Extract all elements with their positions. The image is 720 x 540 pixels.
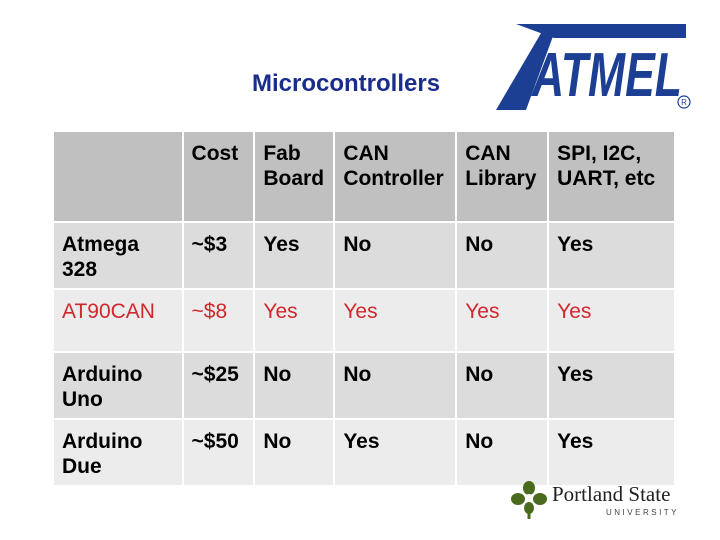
header-row: Cost Fab Board CAN Controller CAN Librar… — [52, 130, 676, 223]
table-cell: Yes — [547, 288, 676, 353]
table-cell: ~$3 — [181, 221, 256, 290]
comparison-table: Cost Fab Board CAN Controller CAN Librar… — [52, 130, 676, 487]
psu-leaf-icon — [511, 481, 547, 519]
header-cell — [52, 130, 184, 223]
table-row: Atmega 328 ~$3 Yes No No Yes — [52, 221, 676, 290]
psu-name: Portland State — [552, 482, 671, 506]
table-cell: Yes — [547, 418, 676, 487]
table-cell: ~$50 — [181, 418, 256, 487]
table-cell: Yes — [547, 351, 676, 420]
header-cell: Cost — [181, 130, 256, 223]
atmel-logo: ATMEL R — [496, 24, 691, 110]
table-cell: AT90CAN — [52, 288, 184, 353]
table-row: Arduino Uno ~$25 No No No Yes — [52, 351, 676, 420]
table-row: Arduino Due ~$50 No Yes No Yes — [52, 418, 676, 487]
table-cell: Atmega 328 — [52, 221, 184, 290]
table-cell: No — [333, 221, 458, 290]
table-cell: No — [333, 351, 458, 420]
table-cell: Yes — [333, 288, 458, 353]
table-cell: Yes — [455, 288, 550, 353]
header-cell: CAN Library — [455, 130, 550, 223]
table-row-highlighted: AT90CAN ~$8 Yes Yes Yes Yes — [52, 288, 676, 353]
table-cell: Yes — [547, 221, 676, 290]
table-cell: Arduino Due — [52, 418, 184, 487]
table-cell: No — [455, 221, 550, 290]
table-cell: No — [455, 351, 550, 420]
table-cell: ~$8 — [181, 288, 256, 353]
table-cell: No — [253, 351, 336, 420]
table-cell: Yes — [253, 221, 336, 290]
header-cell: SPI, I2C, UART, etc — [547, 130, 676, 223]
psu-subtitle: UNIVERSITY — [606, 508, 680, 517]
table-cell: No — [253, 418, 336, 487]
table-cell: No — [455, 418, 550, 487]
table-cell: Yes — [253, 288, 336, 353]
page-title: Microcontrollers — [252, 70, 441, 97]
header-cell: Fab Board — [253, 130, 336, 223]
logo-text: ATMEL — [531, 41, 682, 110]
table-cell: Yes — [333, 418, 458, 487]
table-cell: Arduino Uno — [52, 351, 184, 420]
svg-text:R: R — [681, 98, 687, 107]
header-cell: CAN Controller — [333, 130, 458, 223]
table-cell: ~$25 — [181, 351, 256, 420]
